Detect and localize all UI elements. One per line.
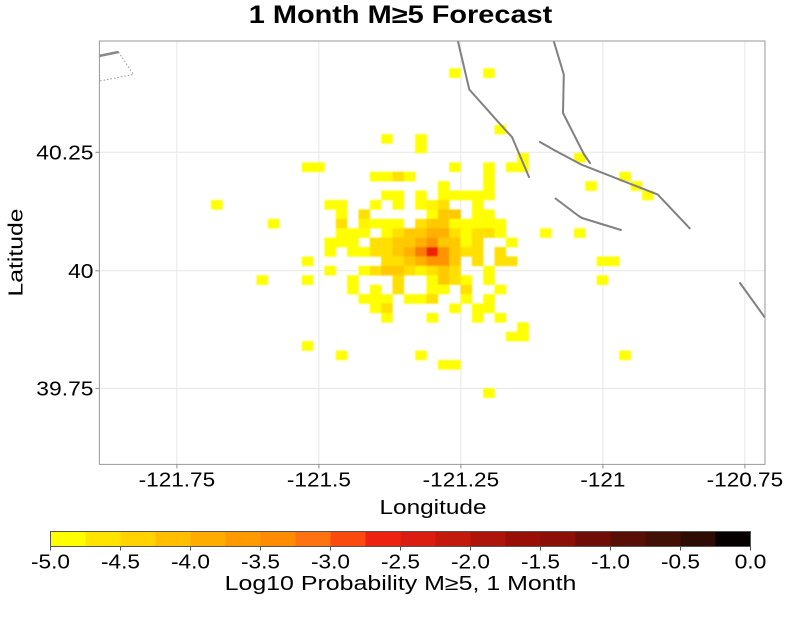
svg-text:-1.5: -1.5 <box>521 551 560 573</box>
svg-text:-121.25: -121.25 <box>423 469 500 491</box>
svg-text:-3.5: -3.5 <box>241 551 280 573</box>
svg-text:Log10 Probability M≥5, 1 Month: Log10 Probability M≥5, 1 Month <box>225 573 577 595</box>
svg-text:40: 40 <box>68 261 93 283</box>
svg-text:-2.0: -2.0 <box>451 551 490 573</box>
svg-text:-121.5: -121.5 <box>287 469 351 491</box>
svg-text:39.75: 39.75 <box>36 379 93 401</box>
svg-text:-4.5: -4.5 <box>101 551 140 573</box>
svg-text:-1.0: -1.0 <box>591 551 630 573</box>
svg-text:1 Month M≥5 Forecast: 1 Month M≥5 Forecast <box>249 2 553 29</box>
svg-text:-120.75: -120.75 <box>707 469 784 491</box>
svg-text:0.0: 0.0 <box>735 551 767 573</box>
svg-text:-3.0: -3.0 <box>311 551 350 573</box>
svg-text:-4.0: -4.0 <box>171 551 210 573</box>
svg-text:-0.5: -0.5 <box>661 551 700 573</box>
svg-text:-2.5: -2.5 <box>381 551 420 573</box>
svg-text:Longitude: Longitude <box>380 497 487 519</box>
svg-text:-121: -121 <box>580 469 625 491</box>
svg-text:-5.0: -5.0 <box>31 551 70 573</box>
svg-text:-121.75: -121.75 <box>139 469 216 491</box>
svg-text:40.25: 40.25 <box>36 143 93 165</box>
svg-text:Latitude: Latitude <box>6 209 28 297</box>
